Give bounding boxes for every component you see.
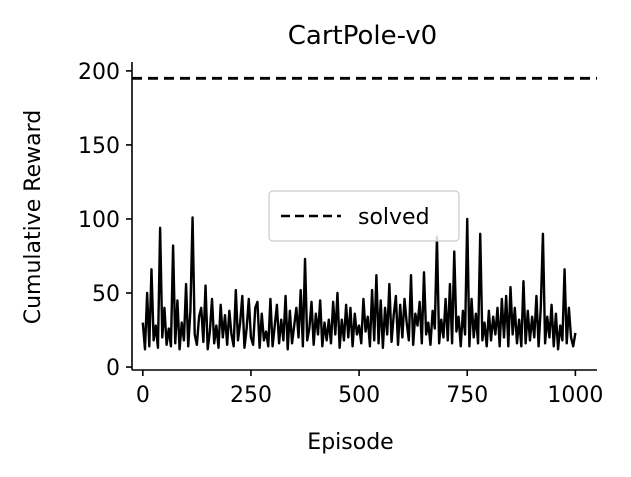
x-tick-label-750: 750 [446, 383, 488, 408]
y-ticks: 0 50 100 150 200 [78, 60, 132, 381]
plot-area [141, 216, 577, 351]
x-tick-label-250: 250 [230, 383, 272, 408]
axes [131, 62, 597, 371]
legend-box [268, 190, 460, 242]
y-tick-label-50: 50 [92, 282, 120, 307]
legend-label-solved: solved [358, 205, 430, 230]
series-line-0 [141, 216, 577, 351]
x-ticks: 0 250 500 750 1000 [136, 370, 603, 408]
y-tick-label-200: 200 [78, 60, 120, 85]
x-tick-label-1000: 1000 [547, 383, 603, 408]
x-axis-title: Episode [307, 430, 393, 455]
x-tick-label-500: 500 [338, 383, 380, 408]
y-tick-label-0: 0 [106, 356, 120, 381]
legend: solved [268, 190, 460, 242]
chart-title: CartPole-v0 [288, 21, 437, 51]
y-tick-label-100: 100 [78, 208, 120, 233]
x-tick-label-0: 0 [136, 383, 150, 408]
y-axis-title: Cumulative Reward [21, 110, 46, 325]
y-tick-label-150: 150 [78, 134, 120, 159]
